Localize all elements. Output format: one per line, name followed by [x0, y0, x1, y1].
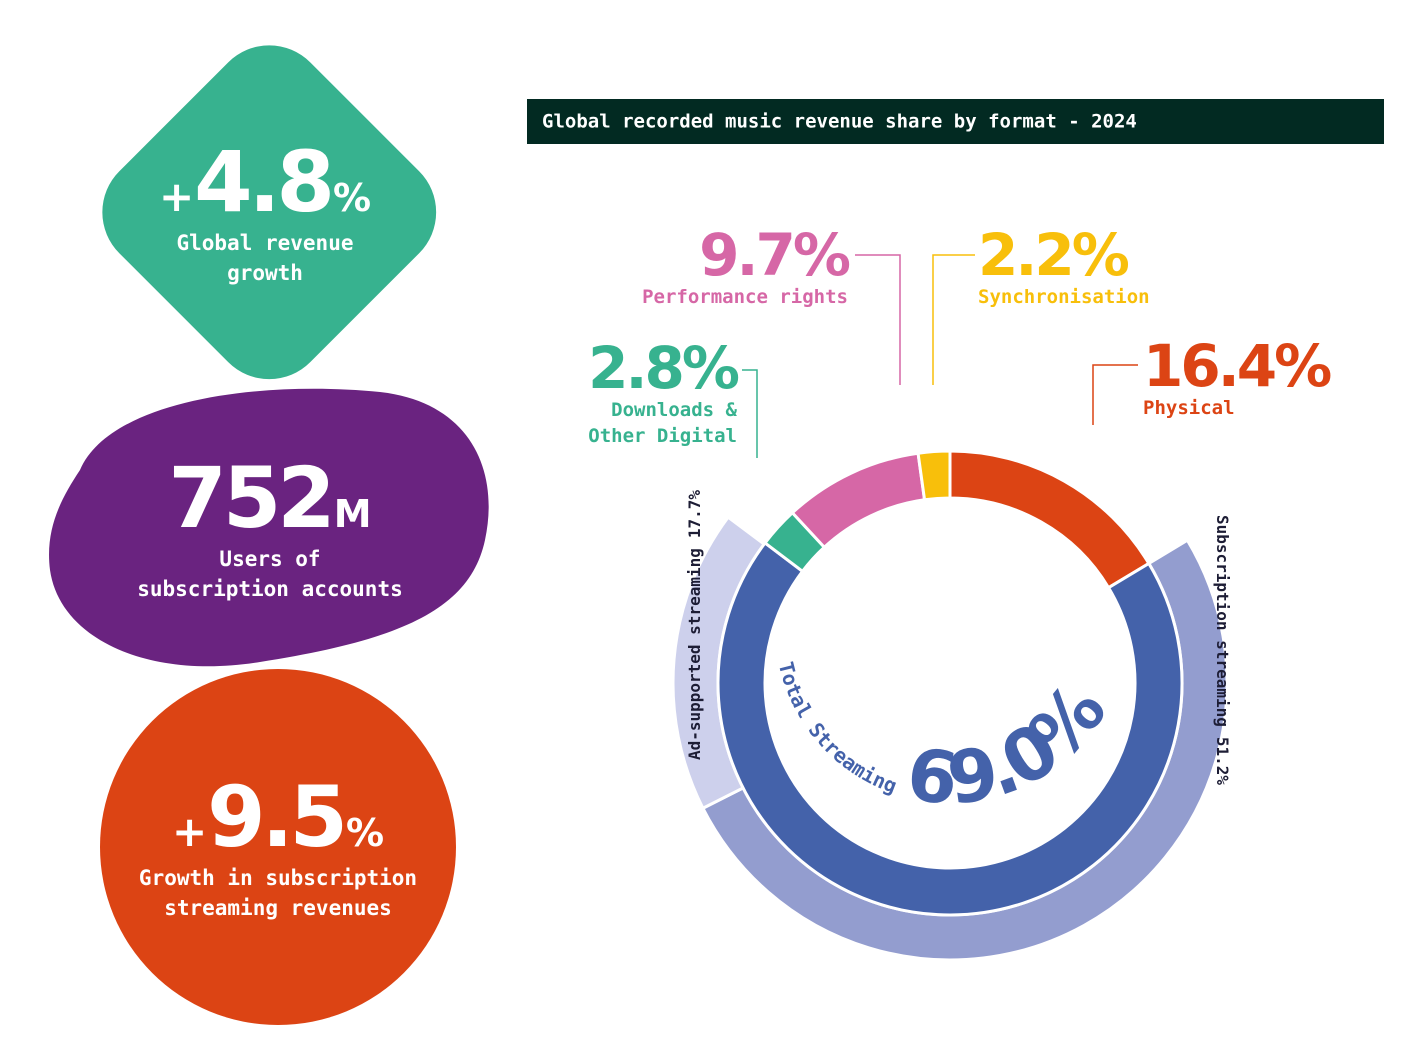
slice-label: 2.8% Downloads & Other Digital [557, 334, 740, 449]
stat-label: subscription accounts [137, 577, 403, 601]
slice-name: Performance rights [642, 286, 848, 308]
ring-value: 51.2% [1214, 737, 1233, 786]
stat-label: streaming revenues [164, 896, 392, 920]
ring-name: Ad-supported streaming [685, 548, 704, 760]
slice-name: Downloads & Other Digital [588, 399, 737, 447]
slice [916, 449, 952, 502]
stat-unit: % [332, 176, 372, 220]
slice [948, 449, 1151, 590]
stat-shape [102, 45, 437, 380]
stat: +9.5% Growth in subscription streaming re… [78, 775, 478, 923]
streaming-name: Total Streaming [774, 659, 900, 798]
slice-value: 2.8% [588, 334, 740, 402]
slice [790, 451, 927, 550]
chart-title: Global recorded music revenue share by f… [542, 111, 1137, 133]
stat-unit: M [333, 492, 372, 536]
streaming-label: Total Streaming69.0% [774, 659, 1121, 821]
stat-label: Users of [219, 547, 321, 571]
slice-name: Synchronisation [978, 286, 1150, 308]
leader-line [855, 254, 901, 385]
stat: 752M Users of subscription accounts [70, 456, 470, 604]
stat-number: 4.8 [194, 133, 335, 231]
leader-line [742, 369, 758, 458]
slice-label: 2.2% Synchronisation [978, 226, 1150, 310]
stat-label: Global revenue [176, 231, 354, 255]
title-bar [527, 99, 1384, 144]
ring-label: Subscription streaming 51.2% [1214, 515, 1233, 785]
stat-prefix: + [158, 172, 195, 221]
ring-name: Subscription streaming [1214, 515, 1233, 727]
donut [671, 449, 1229, 962]
stat-label: growth [227, 261, 303, 285]
ring-label: Ad-supported streaming 17.7% [685, 490, 704, 760]
stat-number: 752 [168, 449, 335, 547]
leader-line [932, 254, 975, 385]
stat-number: 9.5 [207, 768, 348, 866]
slice-label: 16.4% Physical [1143, 332, 1332, 421]
ring-value: 17.7% [685, 490, 704, 539]
stat-label: Growth in subscription [138, 866, 418, 890]
stat-prefix: + [171, 807, 208, 856]
stat: +4.8% Global revenue growth [65, 140, 465, 288]
streaming-value: 69.0% [902, 669, 1120, 821]
slice-label: 9.7% Performance rights [642, 221, 851, 310]
stat-shape [49, 388, 489, 667]
leader-line [1092, 364, 1138, 425]
slice-value: 9.7% [699, 221, 851, 289]
slice [716, 540, 1184, 917]
slice-name: Physical [1143, 397, 1235, 419]
stat-unit: % [345, 811, 385, 855]
slice-value: 16.4% [1143, 332, 1332, 400]
stat-shape [100, 669, 456, 1025]
slice-value: 2.2% [978, 221, 1130, 289]
leaders [742, 254, 1138, 458]
